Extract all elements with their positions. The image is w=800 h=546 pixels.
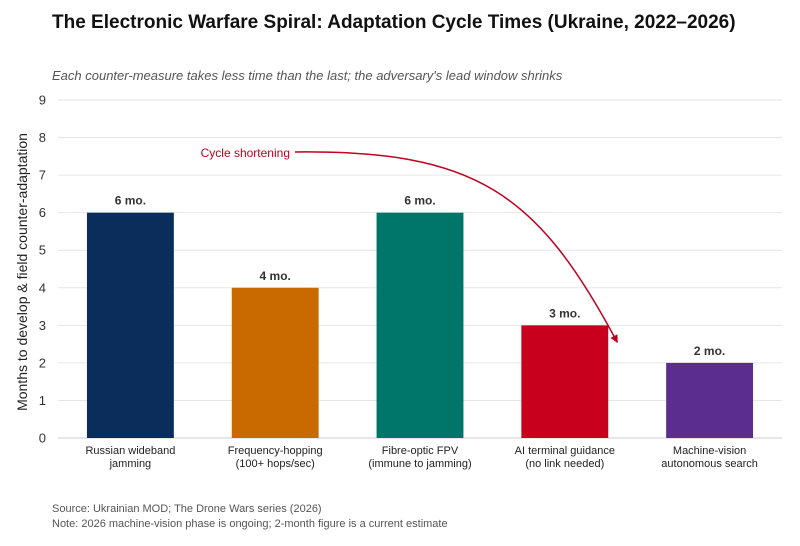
bar-value-label: 4 mo. <box>260 269 291 283</box>
bar <box>521 325 609 438</box>
y-axis-title: Months to develop & field counter-adapta… <box>14 133 30 411</box>
annotation-arrow <box>294 151 618 344</box>
bar <box>376 212 464 438</box>
y-tick-label: 5 <box>39 243 46 258</box>
y-tick-label: 4 <box>39 280 46 295</box>
y-tick-label: 7 <box>39 168 46 183</box>
bar-value-label: 6 mo. <box>404 194 435 208</box>
x-tick-label: Russian wideband jamming <box>85 445 175 470</box>
chart-title: The Electronic Warfare Spiral: Adaptatio… <box>52 12 736 33</box>
x-tick-label: Fibre-optic FPV (immune to jamming) <box>368 445 471 470</box>
bar-value-label: 3 mo. <box>549 306 580 320</box>
bars <box>86 212 754 438</box>
bar-labels: 6 mo. 4 mo. 6 mo. 3 mo. 2 mo. <box>115 194 726 358</box>
y-axis: 0 1 2 3 4 5 6 7 8 9 Months to develop & field coun… <box>14 93 46 446</box>
y-tick-label: 0 <box>39 431 46 446</box>
bar <box>231 287 319 438</box>
bar <box>86 212 174 438</box>
bar-value-label: 2 mo. <box>694 344 725 358</box>
bar-value-label: 6 mo. <box>115 194 146 208</box>
y-tick-label: 8 <box>39 130 46 145</box>
annotation-label: Cycle shortening <box>201 146 290 160</box>
x-tick-label: AI terminal guidance (no link needed) <box>515 445 615 470</box>
y-tick-label: 3 <box>39 318 46 333</box>
y-tick-label: 9 <box>39 93 46 108</box>
x-tick-label: Machine-vision autonomous search <box>661 445 758 470</box>
x-tick-label: Frequency-hopping (100+ hops/sec) <box>228 445 323 470</box>
y-tick-label: 2 <box>39 355 46 370</box>
bar <box>666 362 754 438</box>
y-tick-label: 6 <box>39 205 46 220</box>
chart-subtitle: Each counter-measure takes less time tha… <box>52 68 563 83</box>
y-tick-label: 1 <box>39 393 46 408</box>
x-axis: Russian wideband jamming Frequency-hopping… <box>85 445 757 470</box>
source-note: Source: Ukrainian MOD; The Drone Wars se… <box>52 502 448 532</box>
note-text: Note: 2026 machine-vision phase is ongoi… <box>52 518 448 530</box>
source-text: Source: Ukrainian MOD; The Drone Wars se… <box>52 503 322 515</box>
annotation: Cycle shortening <box>201 146 618 344</box>
